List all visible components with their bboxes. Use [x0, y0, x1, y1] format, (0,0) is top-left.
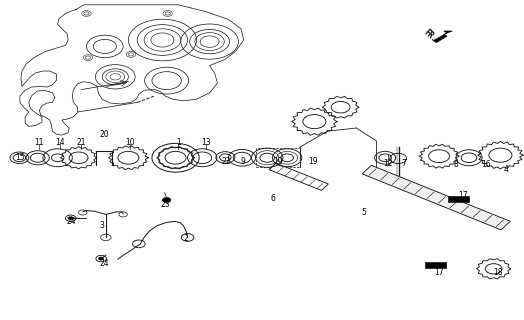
Text: 22: 22 — [222, 157, 231, 166]
Text: 3: 3 — [100, 221, 105, 230]
Text: 8: 8 — [453, 160, 458, 169]
Text: 15: 15 — [15, 153, 25, 162]
Circle shape — [99, 257, 104, 260]
Text: 11: 11 — [35, 138, 44, 147]
Circle shape — [68, 217, 73, 220]
Text: 23: 23 — [160, 200, 170, 209]
Text: 16: 16 — [482, 160, 491, 169]
Text: 5: 5 — [362, 208, 367, 217]
Circle shape — [162, 197, 171, 203]
Text: 7: 7 — [401, 159, 406, 168]
Text: 19: 19 — [273, 157, 282, 166]
Polygon shape — [448, 196, 469, 202]
Text: 9: 9 — [241, 157, 246, 166]
Polygon shape — [362, 165, 510, 230]
Text: 17: 17 — [434, 268, 444, 277]
Text: 21: 21 — [77, 138, 86, 147]
Text: 4: 4 — [503, 165, 508, 174]
Polygon shape — [425, 262, 446, 268]
Text: 17: 17 — [458, 191, 467, 200]
Text: 10: 10 — [125, 138, 135, 147]
Polygon shape — [269, 163, 329, 190]
Text: 24: 24 — [100, 259, 110, 268]
Polygon shape — [433, 31, 452, 43]
Text: 19: 19 — [308, 157, 318, 166]
Text: 2: 2 — [183, 234, 189, 243]
Text: 12: 12 — [383, 159, 392, 168]
Text: 13: 13 — [201, 138, 211, 147]
Text: 24: 24 — [67, 217, 77, 226]
Text: 14: 14 — [56, 138, 65, 147]
Text: 18: 18 — [493, 268, 503, 277]
Text: 1: 1 — [176, 138, 181, 147]
Text: 6: 6 — [270, 194, 275, 203]
Text: FR.: FR. — [422, 28, 438, 44]
Text: 20: 20 — [100, 130, 110, 139]
